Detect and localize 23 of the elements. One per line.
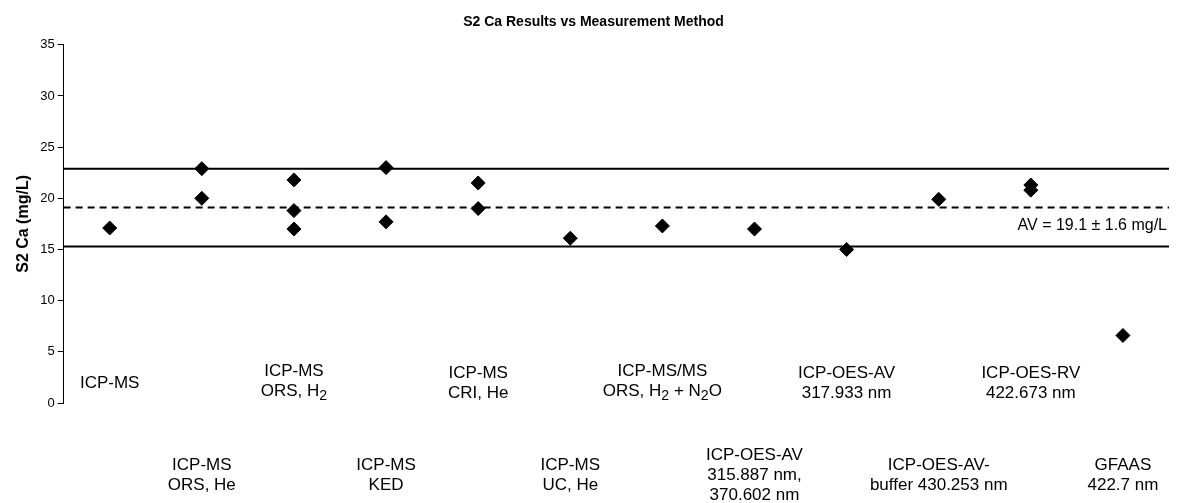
ref-line-label: AV = 19.1 ± 1.6 mg/L — [1017, 215, 1168, 233]
y-tick-label: 5 — [47, 343, 55, 359]
x-tick-label: ICP-OES-AV- buffer 430.253 nm — [868, 455, 1009, 495]
x-tick-label: ICP-MS ORS, He — [166, 455, 237, 495]
x-tick-label: ICP-OES-AV 315.887 nm, 370.602 nm — [705, 445, 804, 503]
x-tick-label: ICP-MS — [78, 373, 141, 393]
x-tick-label: ICP-MS CRI, He — [446, 363, 510, 403]
x-tick-label: ICP-MS ORS, H$_{2}$ — [259, 360, 329, 406]
y-axis-title: S2 Ca (mg/L) — [14, 175, 32, 273]
x-tick-label: ICP-OES-AV 317.933 nm — [797, 363, 897, 403]
y-tick-label: 35 — [40, 36, 55, 52]
x-tick-label: ICP-MS UC, He — [539, 455, 601, 495]
y-tick-label: 20 — [40, 189, 55, 205]
y-tick-label: 10 — [40, 292, 55, 308]
y-tick-label: 0 — [47, 394, 55, 410]
y-tick-label: 30 — [40, 87, 55, 103]
chart-title: S2 Ca Results vs Measurement Method — [463, 13, 724, 30]
x-tick-label: ICP-MS KED — [355, 455, 417, 495]
x-tick-label: GFAAS 422.7 nm — [1086, 455, 1160, 495]
x-tick-label: ICP-MS/MS ORS, H$_{2}$ + N$_{2}$O — [601, 360, 723, 406]
y-tick-label: 15 — [40, 241, 55, 257]
x-tick-label: ICP-OES-RV 422.673 nm — [980, 363, 1082, 403]
y-tick-label: 25 — [40, 138, 55, 154]
